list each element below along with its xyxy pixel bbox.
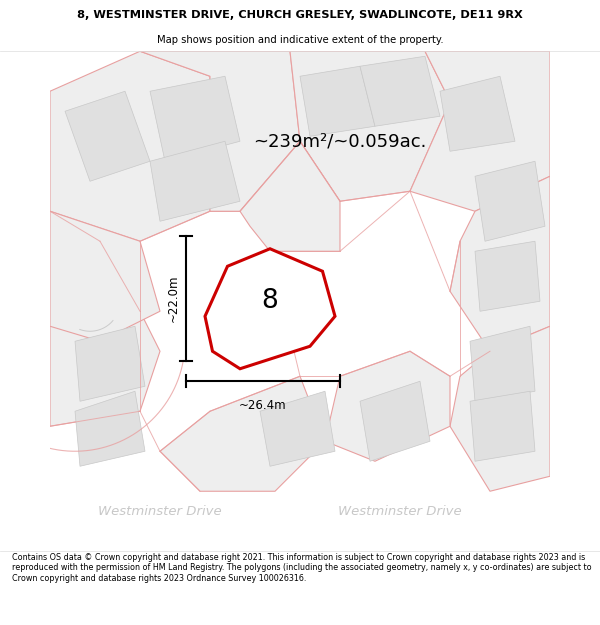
Polygon shape bbox=[450, 176, 550, 351]
Text: Westminster Drive: Westminster Drive bbox=[338, 505, 462, 518]
Polygon shape bbox=[50, 211, 160, 341]
Polygon shape bbox=[410, 51, 550, 211]
Polygon shape bbox=[325, 351, 450, 461]
Polygon shape bbox=[475, 161, 545, 241]
Polygon shape bbox=[475, 241, 540, 311]
Polygon shape bbox=[470, 391, 535, 461]
Text: Westminster Drive: Westminster Drive bbox=[98, 505, 222, 518]
Polygon shape bbox=[360, 381, 430, 461]
Polygon shape bbox=[160, 376, 325, 491]
Polygon shape bbox=[260, 391, 335, 466]
Text: ~26.4m: ~26.4m bbox=[239, 399, 287, 412]
Polygon shape bbox=[65, 91, 150, 181]
Text: ~239m²/~0.059ac.: ~239m²/~0.059ac. bbox=[253, 132, 427, 150]
Polygon shape bbox=[440, 76, 515, 151]
Polygon shape bbox=[140, 51, 300, 211]
Text: 8: 8 bbox=[262, 288, 278, 314]
Text: Map shows position and indicative extent of the property.: Map shows position and indicative extent… bbox=[157, 35, 443, 45]
Polygon shape bbox=[50, 311, 160, 426]
Polygon shape bbox=[450, 326, 550, 491]
Polygon shape bbox=[150, 141, 240, 221]
Text: 8, WESTMINSTER DRIVE, CHURCH GRESLEY, SWADLINCOTE, DE11 9RX: 8, WESTMINSTER DRIVE, CHURCH GRESLEY, SW… bbox=[77, 11, 523, 21]
Polygon shape bbox=[205, 249, 335, 369]
Polygon shape bbox=[75, 391, 145, 466]
Text: ~22.0m: ~22.0m bbox=[167, 275, 180, 322]
Polygon shape bbox=[75, 326, 145, 401]
Polygon shape bbox=[360, 56, 440, 126]
Text: Contains OS data © Crown copyright and database right 2021. This information is : Contains OS data © Crown copyright and d… bbox=[12, 552, 592, 582]
Polygon shape bbox=[300, 66, 375, 136]
Polygon shape bbox=[50, 51, 210, 241]
Polygon shape bbox=[290, 51, 450, 201]
Polygon shape bbox=[240, 141, 340, 251]
Polygon shape bbox=[150, 76, 240, 161]
Polygon shape bbox=[470, 326, 535, 401]
